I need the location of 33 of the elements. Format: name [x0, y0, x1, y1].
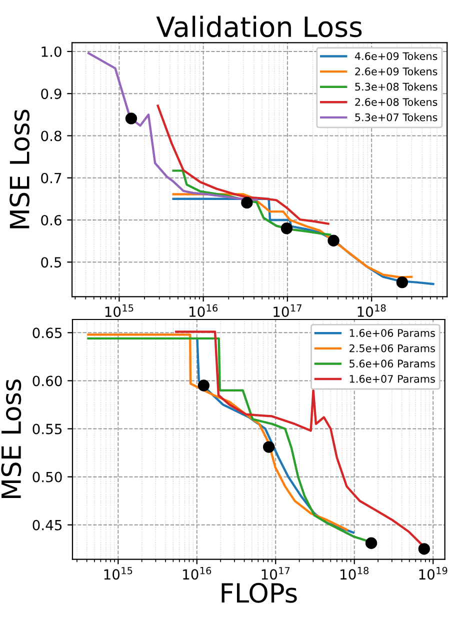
- x-tick-label: 10$^{19}$: [419, 566, 448, 580]
- x-tick-label: 10$^{16}$: [190, 304, 218, 318]
- x-tick-label: 10$^{18}$: [358, 304, 386, 318]
- x-tick-label: 10$^{15}$: [104, 567, 132, 580]
- legend-label: 1.6e+06 Params: [350, 329, 435, 337]
- legend-label: 5.3e+07 Tokens: [355, 113, 438, 122]
- x-tick-label: 10$^{16}$: [183, 566, 212, 580]
- y-tick-label: 0.60: [32, 376, 62, 386]
- y-tick-label: 1.0: [42, 46, 62, 57]
- y-tick-label: 0.6: [41, 214, 62, 226]
- y-tick-label: 0.45: [32, 520, 62, 530]
- y-tick-label: 0.50: [32, 472, 62, 482]
- x-tick-label: 10$^{18}$: [340, 566, 369, 580]
- legend-label: 2.6e+08 Tokens: [355, 98, 438, 106]
- legend-label: 5.3e+08 Tokens: [355, 82, 438, 91]
- y-tick-label: 0.5: [41, 257, 62, 268]
- legend-label: 5.6e+06 Params: [350, 360, 435, 368]
- x-tick-label: 10$^{17}$: [262, 567, 290, 580]
- y-axis-title: MSE Loss: [10, 110, 30, 228]
- x-axis-title: FLOPs: [222, 582, 297, 603]
- legend-label: 1.6e+07 Params: [350, 374, 435, 383]
- y-tick-label: 0.65: [32, 328, 62, 338]
- legend-label: 2.6e+09 Tokens: [355, 67, 438, 76]
- y-tick-label: 0.7: [41, 172, 62, 184]
- chart-title: Validation Loss: [156, 16, 362, 38]
- legend-label: 2.5e+06 Params: [350, 344, 435, 352]
- y-axis-title: MSE Loss: [1, 379, 22, 498]
- y-tick-label: 0.55: [32, 424, 62, 434]
- legend-label: 4.6e+09 Tokens: [354, 52, 438, 60]
- x-tick-label: 10$^{15}$: [105, 304, 134, 318]
- y-tick-label: 0.9: [41, 88, 62, 100]
- x-tick-label: 10$^{17}$: [274, 304, 302, 318]
- y-tick-label: 0.8: [41, 130, 62, 142]
